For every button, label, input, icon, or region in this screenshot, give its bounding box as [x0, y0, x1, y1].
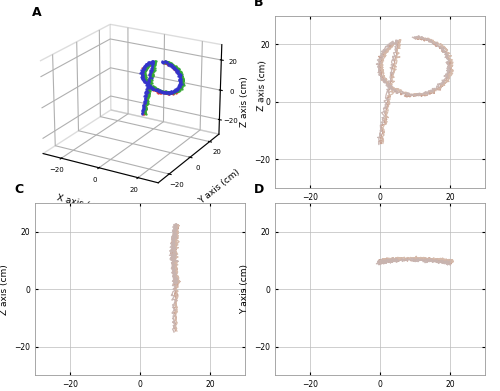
Text: A: A [32, 6, 42, 19]
X-axis label: X axis (cm): X axis (cm) [56, 193, 107, 214]
Y-axis label: Z axis (cm): Z axis (cm) [0, 264, 8, 315]
Text: D: D [254, 183, 264, 196]
Text: C: C [14, 183, 23, 196]
X-axis label: X axis (cm): X axis (cm) [354, 207, 406, 216]
Y-axis label: Z axis (cm): Z axis (cm) [240, 76, 248, 127]
Y-axis label: Y axis (cm): Y axis (cm) [240, 264, 248, 314]
Text: B: B [254, 0, 264, 9]
Y-axis label: Y axis (cm): Y axis (cm) [196, 168, 242, 206]
